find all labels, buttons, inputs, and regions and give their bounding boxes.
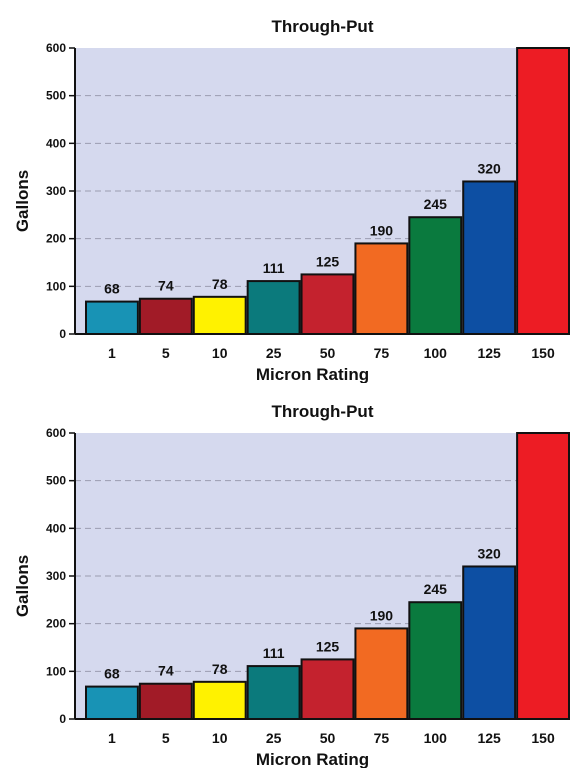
bar (246, 280, 301, 335)
x-tick-label: 100 (424, 730, 448, 746)
bar (354, 242, 409, 335)
x-tick-label: 25 (266, 345, 282, 361)
y-tick-label: 100 (46, 279, 66, 293)
data-label: 190 (370, 222, 394, 238)
x-tick-label: 150 (531, 345, 555, 361)
bar (408, 601, 463, 720)
y-tick-label: 0 (59, 712, 66, 726)
bar (462, 565, 517, 720)
data-label: 68 (104, 281, 120, 297)
bar (300, 658, 355, 720)
x-tick-label: 10 (212, 345, 228, 361)
y-tick-label: 400 (46, 521, 66, 535)
bar (192, 295, 247, 336)
x-axis-label: Micron Rating (256, 750, 369, 768)
y-tick-label: 100 (46, 664, 66, 678)
x-tick-label: 50 (320, 345, 336, 361)
chart-panel-top: Through-Put 0 100 200 300 400 500 600 68 1 74 5 78 10… (0, 0, 573, 383)
x-tick-label: 10 (212, 730, 228, 746)
x-tick-label: 1 (108, 730, 116, 746)
y-tick-label: 600 (46, 426, 66, 440)
data-label: 190 (370, 607, 394, 623)
y-tick-label: 200 (46, 617, 66, 631)
y-tick-label: 0 (59, 327, 66, 341)
chart-svg-bottom: Through-Put 0 100 200 300 400 500 600 68 1 74 5 78 10… (13, 402, 570, 768)
x-axis-label: Micron Rating (256, 365, 369, 383)
y-tick-label: 200 (46, 232, 66, 246)
x-tick-label: 100 (424, 345, 448, 361)
data-label: 245 (424, 581, 448, 597)
data-label: 78 (212, 661, 228, 677)
bar (138, 682, 193, 720)
y-tick-label: 600 (46, 41, 66, 55)
x-tick-label: 5 (162, 730, 170, 746)
x-tick-label: 125 (477, 730, 501, 746)
data-label: 320 (477, 160, 501, 176)
data-label: 111 (263, 645, 285, 661)
chart-title: Through-Put (272, 402, 374, 421)
chart-panel-bottom: Through-Put 0 100 200 300 400 500 600 68 1 74 5 78 10… (0, 385, 573, 768)
x-tick-label: 25 (266, 730, 282, 746)
chart-title: Through-Put (272, 17, 374, 36)
x-tick-label: 75 (374, 730, 390, 746)
bar (516, 432, 570, 720)
data-label: 74 (158, 278, 174, 294)
data-label: 74 (158, 663, 174, 679)
data-label: 245 (424, 196, 448, 212)
chart-svg-top: Through-Put 0 100 200 300 400 500 600 68 1 74 5 78 10… (13, 17, 570, 383)
x-tick-label: 5 (162, 345, 170, 361)
bar (354, 627, 409, 720)
x-tick-label: 75 (374, 345, 390, 361)
data-label: 78 (212, 276, 228, 292)
x-tick-label: 125 (477, 345, 501, 361)
bar (516, 47, 570, 335)
bar (138, 297, 193, 335)
bar (85, 685, 139, 721)
y-tick-label: 300 (46, 569, 66, 583)
y-tick-label: 500 (46, 474, 66, 488)
bar (192, 680, 247, 721)
data-label: 125 (316, 638, 340, 654)
bar (300, 273, 355, 335)
y-tick-label: 300 (46, 184, 66, 198)
x-tick-label: 50 (320, 730, 336, 746)
bar (85, 300, 139, 336)
data-label: 111 (263, 260, 285, 276)
bar (462, 180, 517, 335)
bar (246, 665, 301, 720)
data-label: 125 (316, 253, 340, 269)
data-label: 68 (104, 666, 120, 682)
x-tick-label: 150 (531, 730, 555, 746)
x-tick-label: 1 (108, 345, 116, 361)
bar (408, 216, 463, 335)
y-tick-label: 500 (46, 89, 66, 103)
y-axis-label: Gallons (13, 555, 32, 617)
data-label: 320 (477, 545, 501, 561)
y-axis-label: Gallons (13, 170, 32, 232)
y-tick-label: 400 (46, 136, 66, 150)
